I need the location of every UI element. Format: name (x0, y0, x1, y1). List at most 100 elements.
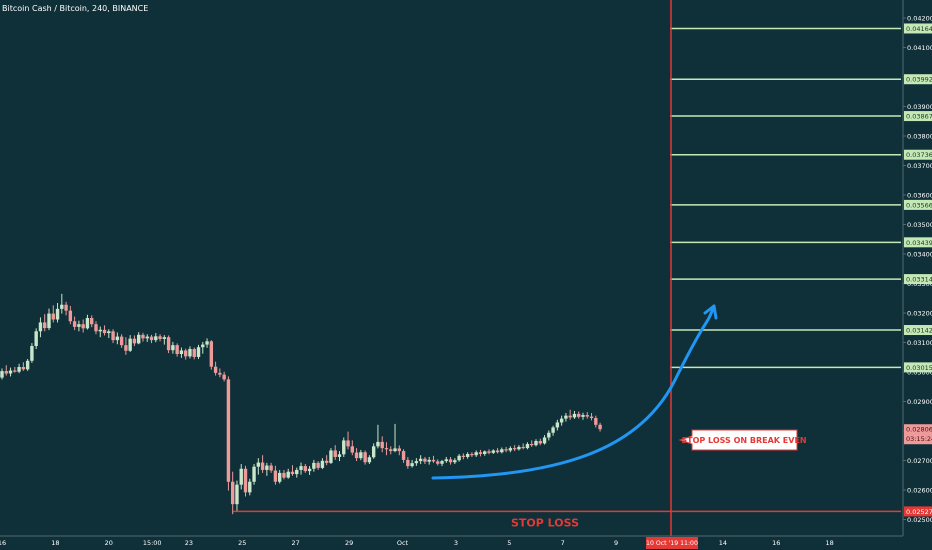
stop-loss-label: STOP LOSS (511, 516, 579, 529)
candle-body (512, 448, 517, 450)
candle (222, 371, 226, 382)
candle (265, 462, 269, 476)
candle (25, 359, 30, 371)
candle-body (260, 462, 265, 470)
candle (43, 314, 47, 332)
candle (487, 449, 491, 455)
candle-body (141, 334, 145, 339)
candle-body (192, 348, 196, 357)
candle (581, 412, 585, 420)
candle (436, 459, 440, 466)
candle-body (380, 441, 384, 449)
candle-body (158, 336, 162, 339)
time-tick-label: 7 (561, 539, 565, 547)
candle-body (256, 462, 261, 467)
candle-body (312, 462, 316, 469)
candle-body (448, 459, 453, 463)
candle (72, 316, 77, 331)
candle-body (60, 304, 64, 309)
candle (145, 334, 149, 342)
candle (538, 438, 542, 446)
candle-body (149, 336, 154, 341)
candle (337, 451, 342, 462)
candle-body (329, 450, 333, 463)
candle-body (282, 472, 286, 478)
candle (525, 442, 530, 450)
candle (410, 459, 414, 468)
candle-body (252, 466, 256, 482)
candle-body (581, 415, 585, 417)
candle-body (530, 443, 534, 446)
candle (517, 445, 521, 451)
candle (307, 466, 312, 475)
candle (427, 456, 431, 465)
candle-body (38, 322, 43, 332)
candle (324, 455, 329, 466)
candle-body (555, 422, 560, 428)
candle-body (525, 443, 530, 449)
candle (4, 365, 8, 376)
candle (260, 455, 265, 473)
candle (521, 443, 525, 450)
candle (175, 343, 179, 357)
candle (418, 455, 423, 465)
candle (141, 332, 145, 342)
candle (534, 439, 538, 447)
candle (380, 436, 384, 453)
candle (530, 440, 534, 447)
candle-body (115, 336, 120, 341)
candle-body (410, 463, 414, 467)
candle-body (43, 322, 47, 329)
candle-body (145, 336, 149, 339)
candle-body (64, 304, 68, 311)
time-tick-label: 3 (454, 539, 458, 547)
candle-body (427, 459, 431, 462)
candle (363, 450, 367, 465)
candle-body (107, 331, 111, 334)
candle (98, 326, 102, 338)
price-tick-label: 0.025000 (907, 516, 932, 524)
candle (342, 437, 346, 457)
candle-body (13, 370, 17, 372)
candle-body (453, 460, 457, 463)
price-level-lines (670, 27, 901, 369)
stop-loss-price-bg (904, 506, 932, 517)
candle-body (183, 350, 188, 357)
candle (371, 443, 376, 459)
candle (111, 329, 115, 344)
candle-body (55, 308, 60, 320)
candle (577, 411, 581, 419)
candle-body (547, 432, 551, 438)
candle (201, 341, 205, 354)
candle-body (389, 449, 393, 452)
candle (564, 413, 568, 422)
price-level-label: 0.037365 (906, 151, 932, 159)
candle (154, 333, 158, 343)
time-tick-label: 16 (0, 539, 6, 547)
price-level-label: 0.041645 (906, 25, 932, 33)
candle-body (483, 451, 487, 455)
candle (218, 368, 222, 378)
candle-body (470, 454, 474, 456)
price-level-label: 0.030157 (906, 364, 932, 372)
candle-body (196, 347, 201, 357)
candle (188, 346, 192, 359)
candle (440, 459, 444, 467)
price-level-label-bg (904, 237, 932, 248)
candle-body (495, 450, 500, 453)
candle-body (542, 437, 547, 444)
candle-body (286, 471, 290, 478)
candle-body (77, 324, 81, 327)
candle (448, 456, 453, 465)
candle-body (171, 345, 175, 351)
candle-body (94, 324, 98, 332)
candle (248, 478, 252, 496)
candle (316, 461, 320, 470)
candle (269, 462, 273, 473)
candle-body (119, 336, 124, 346)
candle-body (290, 471, 295, 475)
candle (384, 442, 389, 456)
candle (124, 337, 128, 355)
